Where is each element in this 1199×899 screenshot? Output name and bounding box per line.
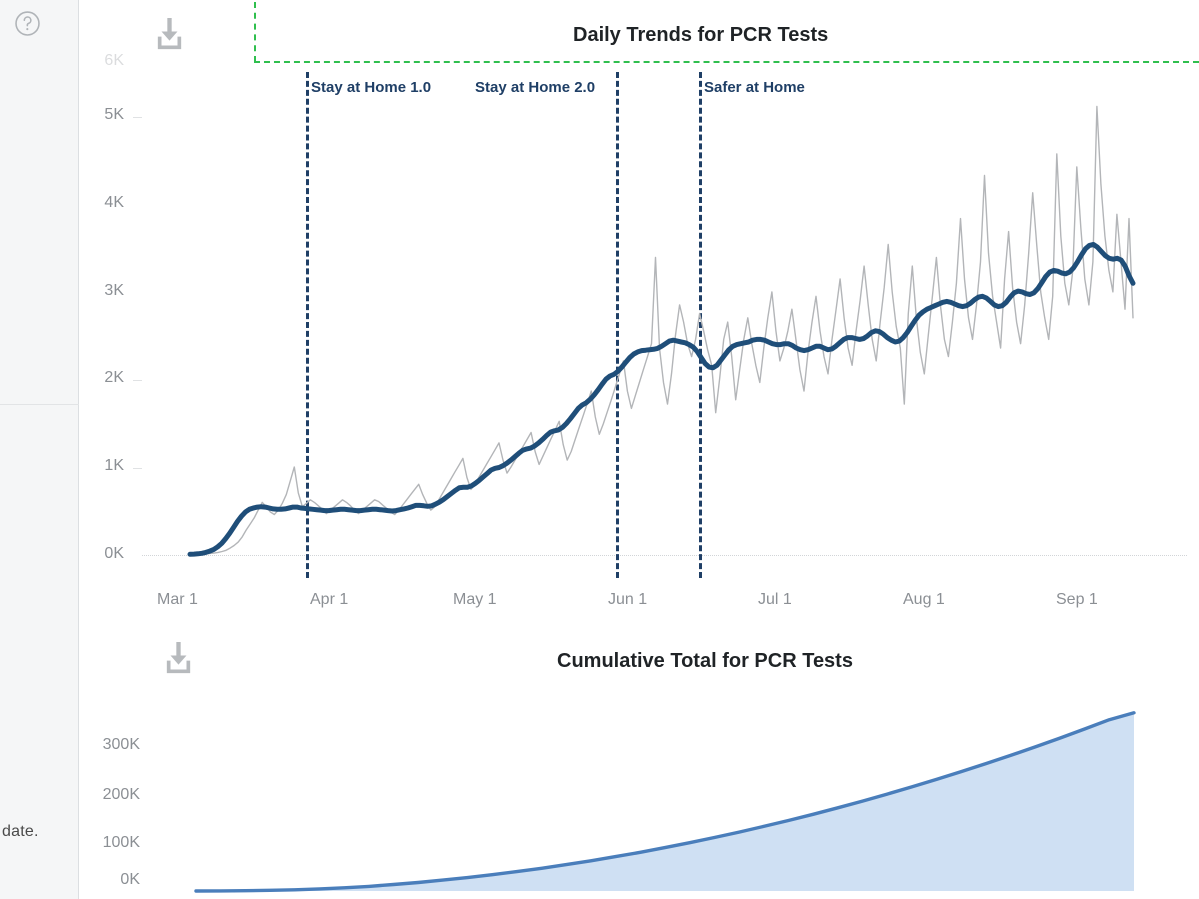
download-icon[interactable] [158,638,198,678]
daily-xtick-jun: Jun 1 [608,591,648,608]
cum-ytick-300k: 300K [102,736,140,753]
reference-line-stay-at-home-2 [616,72,619,578]
daily-xtick-aug: Aug 1 [903,591,945,608]
daily-xtick-may: May 1 [453,591,497,608]
cum-ytick-200k: 200K [102,786,140,803]
annotation-label-stay-at-home-1: Stay at Home 1.0 [311,79,432,96]
daily-zero-baseline [142,555,1187,556]
cumulative-line-series [194,711,1136,893]
daily-ytick-6k: 6K [104,52,124,69]
ytick-mark [133,380,142,381]
daily-xtick-sep: Sep 1 [1056,591,1098,608]
ytick-mark [133,117,142,118]
reference-line-stay-at-home-1 [306,72,309,578]
reference-line-safer-at-home [699,72,702,578]
daily-xtick-mar: Mar 1 [157,591,198,608]
download-icon[interactable] [149,14,189,54]
annotation-label-safer-at-home: Safer at Home [704,79,805,96]
daily-trends-plot[interactable] [0,0,1199,628]
daily-xtick-apr: Apr 1 [310,591,349,608]
daily-ytick-0k: 0K [104,545,124,562]
daily-trends-panel [79,0,1199,628]
selection-frame-horizontal [254,61,1199,63]
sidebar-note-text: date. [2,823,39,840]
daily-ytick-4k: 4K [104,194,124,211]
daily-average-series [187,242,1136,557]
cumulative-area-fill [196,712,1134,891]
cum-ytick-100k: 100K [102,834,140,851]
cum-ytick-0k: 0K [120,871,140,888]
daily-raw-series [189,105,1134,556]
cumulative-chart-title: Cumulative Total for PCR Tests [557,650,853,672]
ytick-mark [133,468,142,469]
daily-ytick-2k: 2K [104,369,124,386]
daily-ytick-5k: 5K [104,106,124,123]
selection-frame-vertical [254,2,256,62]
daily-xtick-jul: Jul 1 [758,591,792,608]
daily-chart-title: Daily Trends for PCR Tests [573,24,829,46]
daily-ytick-1k: 1K [104,457,124,474]
annotation-label-stay-at-home-2: Stay at Home 2.0 [475,79,596,96]
left-sidebar: date. [0,0,79,899]
help-circle-icon[interactable] [14,10,41,37]
daily-ytick-3k: 3K [104,282,124,299]
sidebar-divider [0,404,79,405]
